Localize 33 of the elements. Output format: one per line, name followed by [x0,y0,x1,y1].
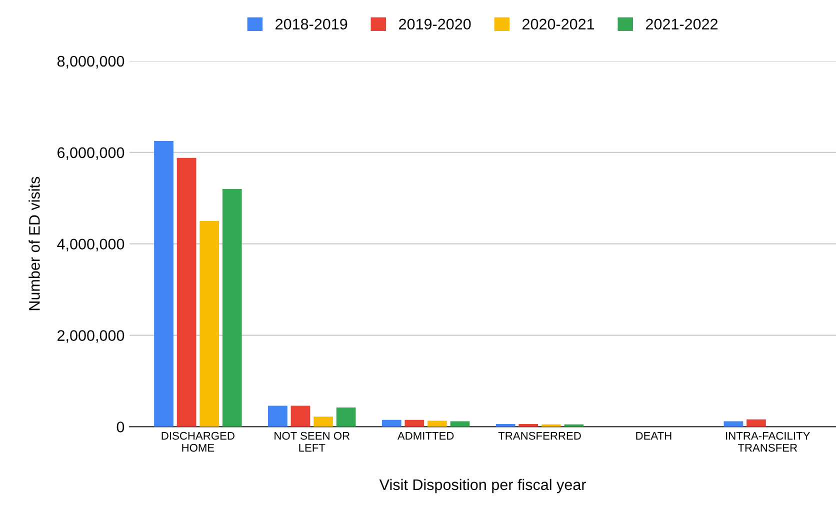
legend-label: 2021-2022 [646,18,718,30]
y-tick-label: 4,000,000 [57,238,124,252]
bar [200,220,220,427]
bar [450,421,470,427]
x-axis-title: Visit Disposition per fiscal year [379,478,586,494]
bar [746,419,766,427]
x-tick-label: INTRA-FACILITY TRANSFER [726,432,810,452]
bar [518,424,538,427]
bar [336,408,356,427]
bar [404,420,424,427]
bar [314,416,333,427]
y-axis-title: Number of ED visits [28,176,40,310]
bar [428,420,447,427]
bar [268,406,288,427]
bar [496,424,516,427]
legend-label: 2020-2021 [522,18,594,30]
bar [176,158,196,427]
y-tick-label: 6,000,000 [58,147,124,160]
bar [382,420,402,427]
x-tick-label: NOT SEEN OR LEFT [274,432,350,452]
x-tick-label: ADMITTED [397,432,454,440]
bar [154,140,174,427]
x-tick-label: TRANSFERRED [498,432,581,440]
y-tick-label: 2,000,000 [58,330,124,343]
bar [222,188,242,427]
y-tick-label: 0 [116,422,124,432]
bar [290,406,310,427]
legend-label: 2018-2019 [276,18,348,30]
bar [724,421,744,427]
x-tick-label: DISCHARGED HOME [162,432,234,452]
legend-label: 2019-2020 [399,18,471,30]
x-tick-label: DEATH [636,432,672,440]
y-tick-label: 8,000,000 [57,56,124,68]
